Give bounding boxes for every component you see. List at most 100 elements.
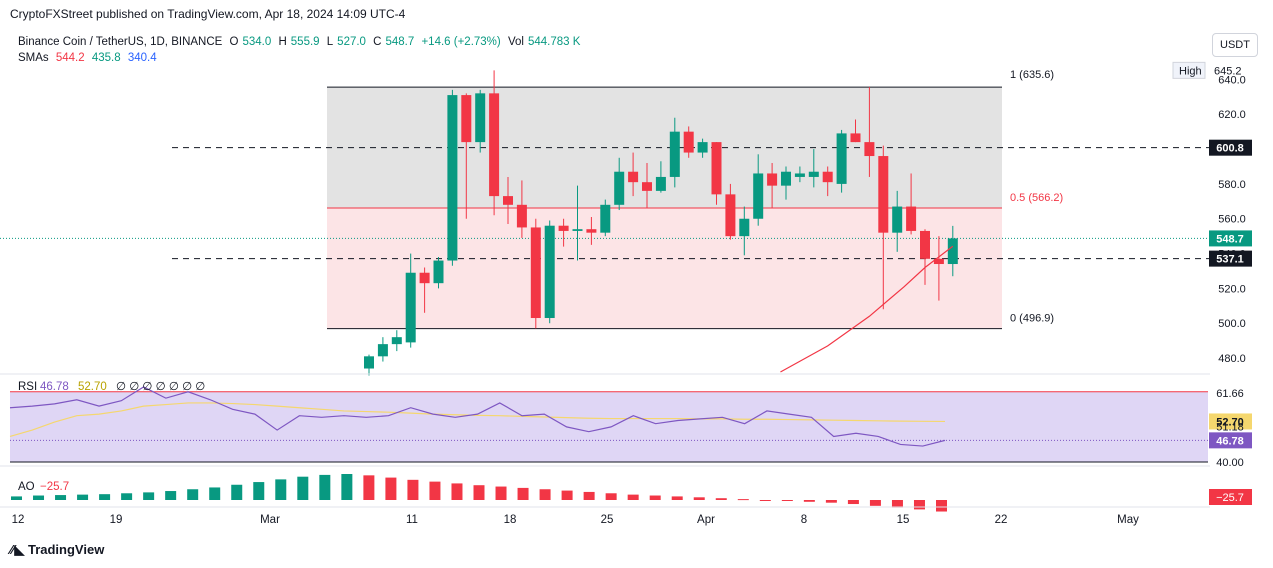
price-axis-tick: 620.0 [1218, 109, 1246, 121]
candle[interactable] [669, 117, 680, 188]
candle[interactable] [933, 236, 944, 301]
candle[interactable] [461, 93, 472, 219]
ao-bar [275, 479, 287, 500]
ao-bar [627, 494, 639, 500]
candle[interactable] [864, 87, 875, 177]
candle[interactable] [447, 89, 458, 266]
candle[interactable] [808, 149, 819, 188]
candle-body [419, 272, 430, 284]
low-value: 527.0 [337, 36, 366, 48]
candle[interactable] [794, 166, 805, 183]
candle-body [906, 206, 917, 231]
price-tag [1209, 250, 1252, 267]
ao-bar [209, 487, 221, 500]
candle[interactable] [530, 218, 541, 329]
ao-bar [451, 483, 463, 500]
candle[interactable] [489, 70, 500, 216]
ao-bar [583, 491, 595, 500]
time-axis-tick: 15 [897, 514, 910, 526]
candle[interactable] [850, 119, 861, 143]
candle-body [808, 171, 819, 177]
candle[interactable] [419, 267, 430, 313]
candle[interactable] [433, 257, 444, 289]
time-axis[interactable]: 12 19 Mar 11 18 25 Apr 8 15 22 May [12, 514, 1140, 526]
candle[interactable] [920, 229, 930, 285]
candle-body [753, 173, 764, 219]
candle[interactable] [822, 166, 833, 197]
candle[interactable] [836, 129, 847, 193]
candle[interactable] [878, 145, 889, 310]
candle[interactable] [739, 206, 750, 256]
price-axis-tick: 480.0 [1218, 353, 1246, 365]
price-axis-tick: 560.0 [1218, 214, 1246, 226]
candle[interactable] [503, 176, 513, 224]
tradingview-logo[interactable]: ⁄⁄◣ TradingView [10, 542, 104, 558]
rsi-axis-tick: 46.78 [1216, 435, 1244, 447]
ao-bar [517, 487, 529, 500]
candle[interactable] [725, 183, 736, 240]
candle[interactable] [544, 220, 555, 324]
candle[interactable] [781, 166, 791, 200]
candle-body [864, 142, 875, 157]
candle[interactable] [572, 185, 583, 261]
candle-body [739, 218, 750, 237]
price-axis-tick: 500.0 [1218, 318, 1246, 330]
candle-body [933, 258, 944, 265]
candle[interactable] [892, 190, 903, 252]
candle-body [711, 142, 722, 195]
candle[interactable] [391, 330, 402, 352]
candle[interactable] [600, 199, 611, 237]
candle[interactable] [614, 157, 625, 211]
ao-bar [825, 500, 837, 503]
candle-body [850, 133, 861, 143]
candle[interactable] [655, 161, 666, 193]
ao-value-tag [1209, 489, 1252, 505]
candle[interactable] [753, 154, 764, 226]
candle[interactable] [767, 163, 778, 209]
ao-bar [649, 495, 661, 500]
candle[interactable] [683, 126, 694, 158]
price-tag-text: 548.7 [1216, 233, 1244, 245]
candle[interactable] [947, 225, 958, 277]
tradingview-logo-icon: ⁄⁄◣ [10, 542, 25, 557]
ao-bar [737, 499, 749, 501]
sma-label[interactable]: SMAs [18, 52, 49, 64]
rsi-legend-label[interactable]: RSI [18, 381, 37, 393]
ao-histogram [11, 474, 947, 512]
ao-bar [671, 496, 683, 500]
sma-line [780, 245, 954, 373]
candle[interactable] [697, 138, 708, 158]
rsi-ma-line [9, 402, 946, 438]
candle[interactable] [586, 217, 597, 245]
candle[interactable] [516, 180, 527, 238]
candle[interactable] [906, 173, 917, 235]
ao-bar [495, 486, 507, 500]
candle[interactable] [558, 218, 569, 247]
candle[interactable] [405, 253, 416, 348]
candle-body [364, 356, 374, 369]
symbol-title[interactable]: Binance Coin / TetherUS, 1D, BINANCE [18, 36, 223, 48]
fib-label-05: 0.5 (566.2) [1010, 192, 1063, 204]
sma-value-3: 340.4 [127, 52, 157, 64]
currency-button[interactable]: USDT [1212, 33, 1258, 57]
candle[interactable] [475, 89, 486, 153]
sma-legend: SMAs 544.2 435.8 340.4 [18, 52, 161, 64]
ao-legend-label[interactable]: AO [18, 481, 35, 493]
candle-body [461, 95, 472, 143]
ao-bar [847, 500, 859, 505]
price-tag [1209, 230, 1252, 247]
price-axis-tick: 580.0 [1218, 179, 1246, 191]
ao-bar [187, 489, 199, 500]
time-axis-tick: 8 [801, 514, 807, 526]
candle[interactable] [642, 163, 652, 209]
ao-bar [55, 495, 67, 500]
candle-body [642, 182, 652, 191]
price-axis[interactable]: 480.0500.0520.0540.0560.0580.0600.0620.0… [1218, 74, 1246, 365]
candle[interactable] [628, 152, 639, 197]
candle[interactable] [377, 337, 388, 362]
candle[interactable] [364, 354, 374, 376]
candle-body [391, 337, 402, 345]
candle[interactable] [711, 142, 722, 205]
